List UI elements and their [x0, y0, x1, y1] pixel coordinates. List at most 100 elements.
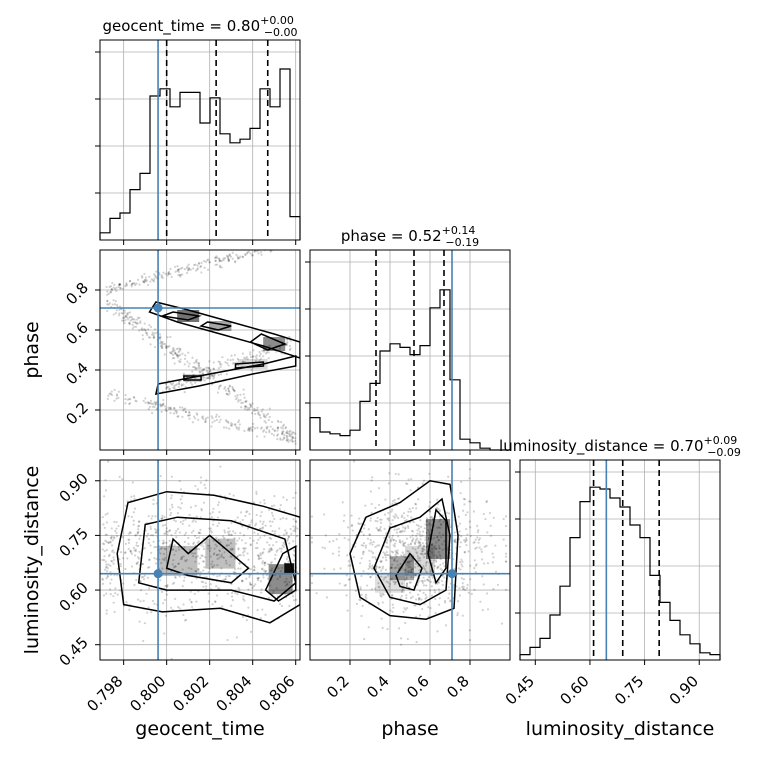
sample-point — [159, 344, 163, 348]
sample-point — [410, 477, 413, 481]
sample-point — [164, 585, 167, 588]
sample-point — [261, 527, 264, 530]
sample-point — [421, 607, 424, 611]
sample-point — [229, 359, 232, 362]
sample-point — [268, 550, 271, 553]
sample-point — [434, 559, 437, 562]
sample-point — [129, 279, 132, 283]
sample-point — [124, 402, 127, 405]
sample-point — [164, 532, 167, 535]
sample-point — [459, 541, 463, 544]
sample-point — [273, 532, 276, 535]
density-cell — [209, 321, 232, 331]
sample-point — [213, 373, 216, 377]
sample-point — [162, 539, 165, 542]
sample-point — [214, 600, 217, 603]
sample-point — [251, 254, 254, 257]
sample-point — [395, 528, 399, 531]
x-tick-label-luminosity_distance-0: 0.45 — [502, 672, 538, 708]
sample-point — [482, 562, 486, 565]
sample-point — [184, 385, 187, 389]
sample-point — [374, 506, 377, 509]
sample-point — [460, 558, 463, 561]
sample-point — [270, 420, 274, 424]
sample-point — [237, 567, 240, 570]
sample-point — [153, 405, 156, 409]
sample-point — [130, 318, 133, 321]
contour-line — [154, 355, 297, 395]
sample-point — [468, 639, 472, 642]
sample-point — [161, 340, 164, 344]
sample-point — [215, 413, 218, 416]
sample-point — [457, 600, 460, 603]
sample-point — [119, 286, 122, 289]
sample-point — [238, 562, 241, 565]
sample-point — [234, 398, 238, 401]
sample-point — [141, 562, 144, 566]
sample-point — [377, 487, 381, 490]
sample-point — [407, 478, 410, 481]
sample-point — [173, 406, 176, 410]
sample-point — [212, 361, 215, 364]
sample-point — [107, 541, 110, 544]
sample-point — [263, 415, 266, 418]
sample-point — [161, 347, 164, 350]
sample-point — [111, 550, 114, 553]
sample-point — [227, 527, 230, 530]
sample-point — [464, 513, 467, 517]
sample-point — [285, 498, 288, 501]
sample-point — [255, 357, 258, 360]
sample-point — [194, 560, 197, 563]
sample-point — [278, 603, 282, 606]
sample-point — [152, 502, 155, 506]
sample-point — [147, 515, 150, 518]
sample-point — [253, 250, 256, 253]
sample-point — [349, 564, 352, 567]
sample-point — [262, 548, 266, 551]
sample-point — [246, 429, 250, 432]
sample-point — [218, 260, 221, 263]
sample-point — [237, 419, 241, 422]
sample-point — [209, 529, 212, 533]
sample-point — [422, 479, 426, 482]
histogram-luminosity_distance — [519, 486, 721, 660]
sample-point — [385, 553, 389, 557]
sample-point — [138, 620, 141, 623]
sample-point — [135, 562, 139, 565]
sample-point — [194, 484, 197, 488]
sample-point — [416, 593, 420, 596]
sample-point — [139, 589, 143, 592]
sample-point — [273, 495, 276, 498]
sample-point — [217, 367, 220, 370]
sample-point — [391, 610, 394, 613]
sample-point — [242, 360, 245, 363]
sample-point — [230, 533, 233, 536]
sample-point — [138, 537, 141, 540]
sample-point — [192, 542, 195, 545]
sample-point — [323, 567, 326, 570]
sample-point — [176, 265, 179, 268]
sample-point — [265, 431, 268, 434]
sample-point — [160, 403, 163, 407]
sample-point — [414, 540, 417, 543]
sample-point — [461, 585, 464, 588]
sample-point — [177, 270, 180, 273]
sample-point — [199, 366, 202, 369]
sample-point — [289, 347, 292, 350]
contour-line — [159, 311, 202, 321]
sample-point — [210, 531, 213, 534]
sample-point — [202, 547, 206, 551]
contour-line — [148, 301, 300, 359]
sample-point — [223, 551, 226, 554]
sample-point — [150, 551, 153, 555]
sample-point — [184, 518, 187, 521]
sample-point — [105, 592, 108, 595]
sample-point — [161, 558, 164, 561]
sample-point — [261, 522, 264, 526]
sample-point — [385, 551, 388, 554]
sample-point — [165, 347, 168, 350]
sample-point — [150, 402, 153, 405]
sample-point — [165, 409, 168, 412]
sample-point — [206, 268, 210, 271]
sample-point — [251, 253, 254, 257]
